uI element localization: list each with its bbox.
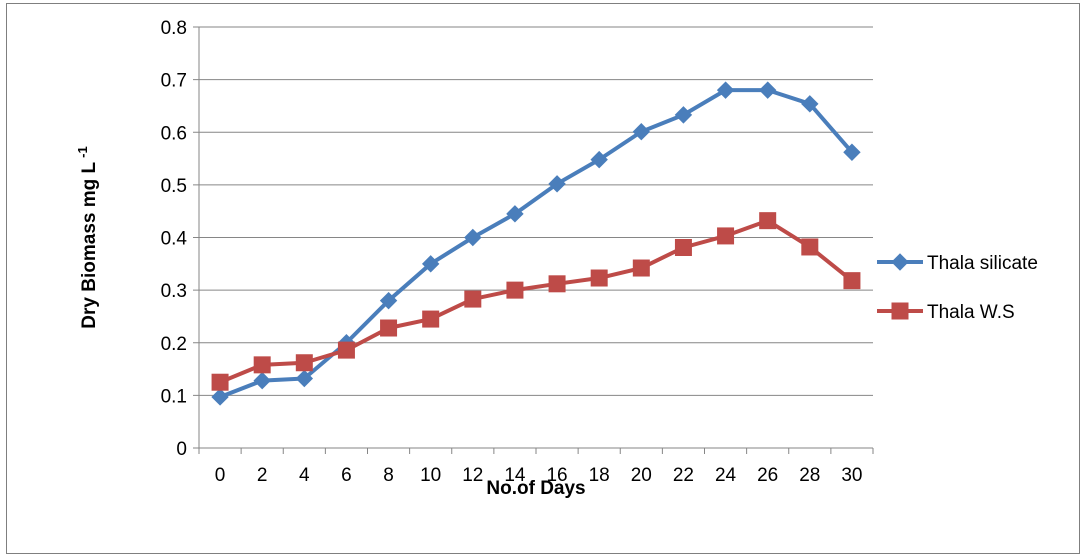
x-tick-label: 2 (257, 465, 268, 486)
x-tick-label: 16 (546, 465, 567, 486)
y-axis-title-main: Dry Biomass mg L (79, 161, 100, 328)
square-marker (843, 272, 861, 290)
diamond-marker (379, 291, 398, 310)
square-marker (464, 290, 482, 308)
x-tick-label: 20 (631, 465, 652, 486)
y-tick-label: 0.5 (161, 176, 187, 197)
x-tick-label: 0 (215, 465, 226, 486)
legend-item: Thala W.S (877, 302, 1015, 323)
x-axis-title: No.of Days (486, 478, 585, 499)
series-1 (211, 81, 861, 406)
x-tick-label: 26 (757, 465, 778, 486)
x-tick-label: 6 (341, 465, 352, 486)
line-chart: 00.10.20.30.40.50.60.70.8 0 2 4 6 8 10 12 14 16 1… (75, 18, 1038, 499)
y-tick-label: 0.6 (161, 123, 187, 144)
y-tick-label: 0.2 (161, 334, 187, 355)
y-tick-label: 0.7 (161, 71, 187, 92)
x-axis-ticks: 0 2 4 6 8 10 12 14 16 18 20 22 24 26 28 30 (215, 465, 863, 486)
square-marker (632, 259, 650, 277)
diamond-marker (891, 253, 909, 271)
square-marker (506, 281, 524, 299)
square-marker (717, 227, 735, 245)
x-tick-label: 10 (420, 465, 441, 486)
y-axis-title-superscript: -1 (75, 146, 90, 158)
legend-item: Thala silicate (877, 253, 1038, 274)
diamond-marker (295, 369, 314, 388)
y-tick-label: 0 (176, 439, 187, 460)
x-tick-label: 22 (673, 465, 694, 486)
y-tick-label: 0.1 (161, 386, 187, 407)
diamond-marker (211, 388, 229, 406)
legend-label: Thala W.S (927, 302, 1015, 323)
square-marker (674, 238, 692, 256)
y-tick-label: 0.8 (161, 18, 187, 39)
diamond-marker (506, 205, 524, 223)
square-marker (759, 212, 777, 230)
y-tick-label: 0.4 (161, 229, 188, 250)
square-marker (211, 373, 229, 391)
legend: Thala silicate Thala W.S (877, 253, 1038, 323)
legend-label: Thala silicate (927, 253, 1038, 274)
diamond-marker (843, 143, 861, 161)
square-marker (548, 275, 566, 293)
y-tick-label: 0.3 (161, 281, 187, 302)
x-tick-label: 18 (589, 465, 610, 486)
x-tick-label: 30 (841, 465, 862, 486)
series-2 (211, 212, 861, 391)
x-tick-label: 12 (462, 465, 483, 486)
y-axis-title: Dry Biomass mg L -1 (75, 146, 100, 328)
square-marker (337, 341, 355, 359)
y-axis-ticks: 0 0.1 0.2 0.3 0.4 0.5 0.6 0.7 0.8 (161, 18, 188, 460)
square-marker (295, 354, 313, 372)
square-marker (253, 356, 271, 374)
chart-frame: 0 0.1 0.2 0.3 0.4 0.5 0.6 0.7 0.8 0 2 4 6 8 10 12 14 16 1… (6, 3, 1080, 554)
square-marker (590, 269, 608, 287)
diamond-marker (590, 150, 608, 169)
x-tick-label: 4 (299, 465, 310, 486)
diamond-marker (632, 123, 651, 141)
diamond-marker (548, 175, 566, 193)
axes (193, 26, 874, 454)
series-layer (211, 81, 861, 406)
x-tick-label: 8 (383, 465, 394, 486)
square-marker (422, 310, 440, 328)
diamond-marker (253, 371, 271, 390)
diamond-marker (758, 81, 777, 99)
diamond-marker (674, 106, 693, 124)
series-line (219, 218, 854, 385)
square-marker (380, 319, 398, 337)
x-tick-label: 24 (715, 465, 737, 486)
gridlines (199, 26, 873, 396)
diamond-marker (421, 255, 440, 273)
x-tick-label: 28 (799, 465, 820, 486)
series-line (219, 88, 854, 399)
diamond-marker (716, 81, 735, 99)
diamond-marker (464, 228, 482, 247)
diamond-marker (801, 95, 819, 113)
x-tick-label: 14 (504, 465, 526, 486)
square-marker (801, 238, 819, 256)
y-axis-title-group: Dry Biomass mg L -1 (75, 146, 100, 328)
square-marker (891, 302, 909, 320)
